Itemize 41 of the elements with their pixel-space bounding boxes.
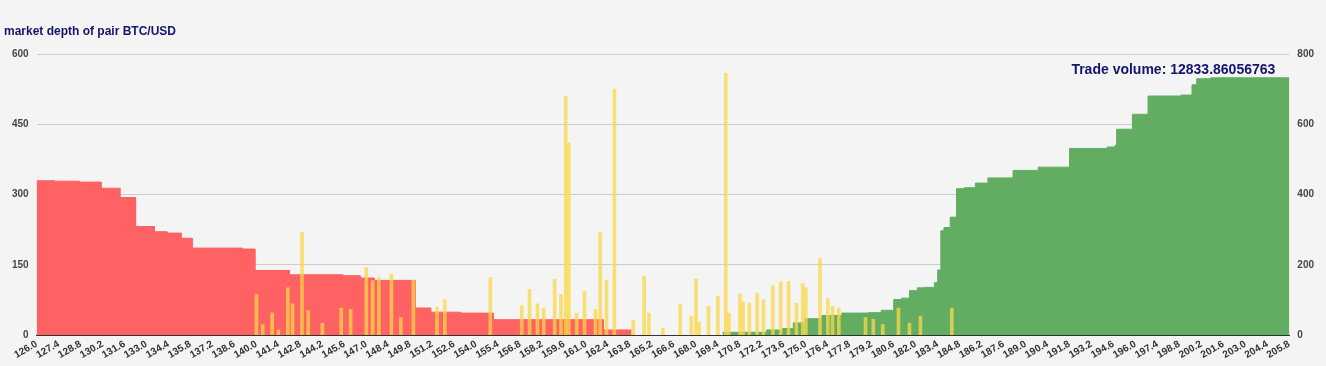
- bar: [631, 320, 636, 336]
- bar: [716, 295, 720, 336]
- bar: [755, 292, 760, 336]
- y2-tick-label: 400: [1297, 188, 1315, 200]
- bar: [541, 307, 546, 336]
- y2-tick-label: 200: [1297, 258, 1315, 270]
- bar: [825, 298, 830, 336]
- bar: [260, 324, 265, 336]
- bar: [286, 287, 290, 336]
- bar: [519, 305, 524, 336]
- annotation: Trade volume: 12833.86056763: [1071, 61, 1276, 78]
- bar: [723, 73, 728, 336]
- bar: [804, 287, 808, 336]
- bar: [270, 312, 274, 336]
- bar: [399, 317, 403, 336]
- bar: [950, 307, 954, 336]
- bar: [836, 307, 841, 336]
- bar: [661, 327, 665, 336]
- bar: [306, 310, 311, 336]
- bar: [598, 232, 603, 336]
- bar: [435, 306, 439, 336]
- y-tick-label: 150: [12, 258, 30, 270]
- bar: [818, 258, 822, 336]
- bar: [300, 232, 304, 336]
- bar: [364, 267, 369, 336]
- chart-title: market depth of pair BTC/USD: [4, 23, 177, 38]
- y-tick-label: 0: [23, 328, 30, 340]
- bar: [339, 307, 344, 336]
- bar: [778, 281, 783, 336]
- y2-tick-label: 800: [1297, 48, 1315, 60]
- bar: [771, 285, 775, 336]
- bar: [880, 324, 885, 336]
- bar: [442, 299, 447, 336]
- bar: [377, 277, 381, 336]
- y-tick-label: 450: [12, 118, 30, 130]
- y2-tick-label: 0: [1297, 328, 1304, 340]
- bar: [678, 304, 683, 336]
- y-tick-label: 600: [12, 48, 30, 60]
- y2-tick-label: 600: [1297, 118, 1315, 130]
- y-tick-label: 300: [12, 188, 30, 200]
- bar: [552, 278, 557, 336]
